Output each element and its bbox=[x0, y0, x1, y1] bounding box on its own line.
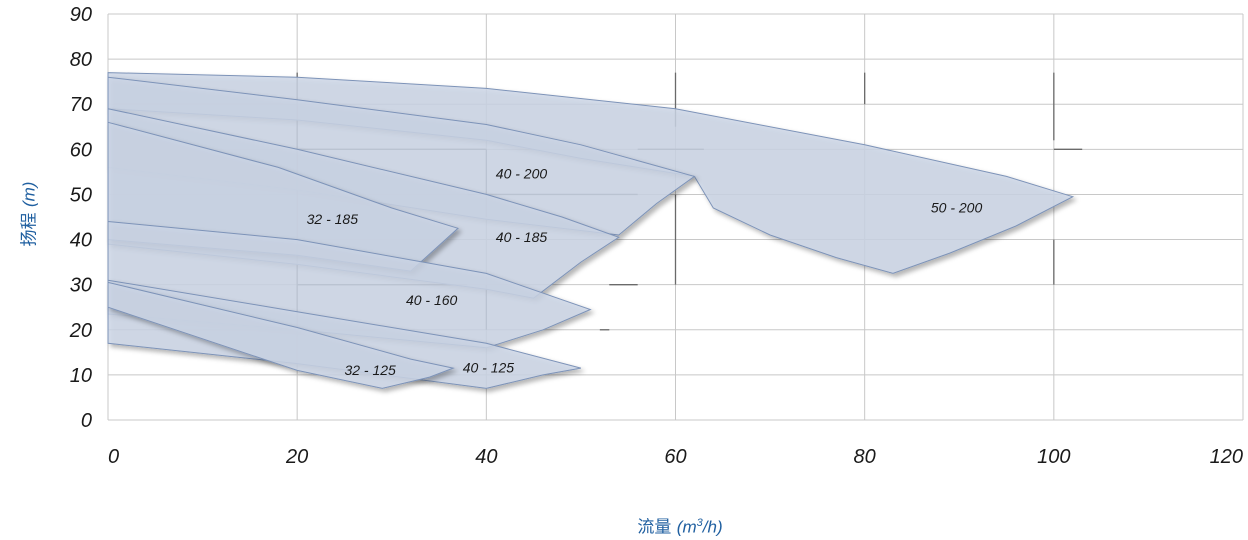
region-40-125 bbox=[107, 279, 582, 389]
y-tick-label: 90 bbox=[70, 4, 92, 26]
y-tick-label: 60 bbox=[70, 139, 92, 161]
region-label: 40 - 160 bbox=[406, 292, 458, 308]
y-axis-title: 扬程 (m) bbox=[19, 181, 40, 247]
x-tick-label: 120 bbox=[1210, 446, 1243, 468]
region-32-125 bbox=[107, 281, 455, 389]
y-tick-label: 20 bbox=[69, 320, 92, 342]
region-label: 32 - 185 bbox=[307, 211, 359, 227]
y-tick-label: 50 bbox=[70, 184, 92, 206]
y-tick-label: 80 bbox=[70, 49, 92, 71]
y-tick-label: 70 bbox=[70, 94, 92, 116]
y-tick-label: 10 bbox=[70, 365, 92, 387]
region-label: 32 - 125 bbox=[344, 362, 396, 378]
y-tick-label: 0 bbox=[81, 410, 92, 432]
region-label: 40 - 185 bbox=[496, 229, 548, 245]
x-tick-label: 20 bbox=[285, 446, 308, 468]
y-tick-label: 30 bbox=[70, 275, 92, 297]
region-label: 40 - 125 bbox=[463, 360, 515, 376]
x-tick-label: 100 bbox=[1037, 446, 1070, 468]
x-axis-ticks: 0 20 40 60 80 100 120 bbox=[108, 446, 1243, 468]
pump-regions bbox=[107, 72, 1075, 389]
region-labels: 50 - 200 40 - 200 40 - 185 32 - 185 40 - 160… bbox=[307, 166, 983, 378]
x-axis-title: 流量 (m3/h) bbox=[637, 516, 723, 538]
y-tick-label: 40 bbox=[70, 230, 92, 252]
x-tick-label: 80 bbox=[854, 446, 876, 468]
x-tick-label: 0 bbox=[108, 446, 119, 468]
x-tick-label: 40 bbox=[475, 446, 497, 468]
x-tick-label: 60 bbox=[664, 446, 686, 468]
y-axis-ticks: 0 10 20 30 40 50 60 70 80 90 bbox=[69, 4, 92, 432]
region-label: 50 - 200 bbox=[931, 199, 983, 215]
region-label: 40 - 200 bbox=[496, 166, 548, 182]
